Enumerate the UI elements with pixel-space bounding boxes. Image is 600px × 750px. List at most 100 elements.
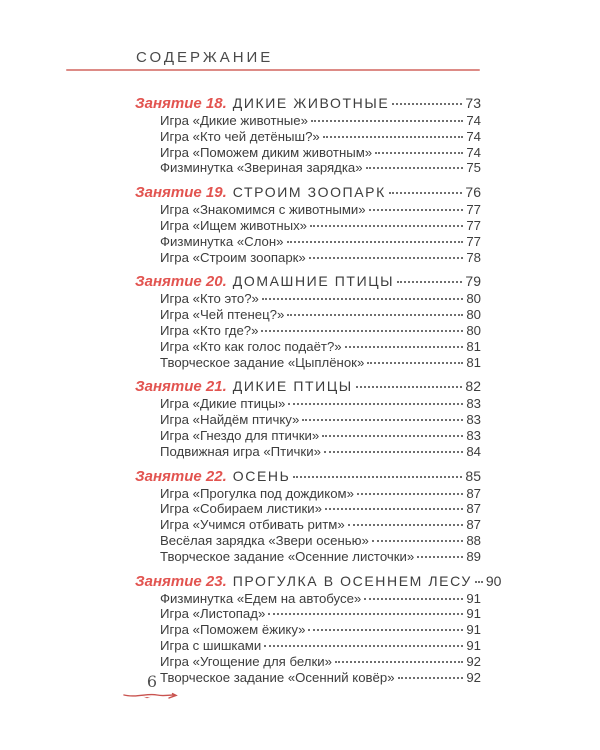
dotted-leader [286,240,464,243]
item-page-number: 88 [466,532,481,548]
section-label: Занятие 21. [135,378,227,396]
toc-item-row: Игра «Найдём птичку» 83 [135,412,481,428]
dotted-leader [371,539,464,542]
toc-item-row: Игра «Поможем диким животным» 74 [135,145,481,161]
item-label: Игра «Чей птенец?» [160,307,285,323]
item-page-number: 75 [466,160,481,176]
toc-item-row: Игра «Поможем ёжику» 91 [135,622,481,638]
section-label: Занятие 22. [135,467,227,485]
dotted-leader [288,403,464,406]
dotted-leader [364,597,464,600]
item-page-number: 83 [466,427,481,443]
dotted-leader [388,192,463,195]
item-label: Физминутка «Звериная зарядка» [160,160,363,176]
item-page-number: 91 [466,637,481,653]
toc-section-heading: Занятие 19. СТРОИМ ЗООПАРК 76 [135,183,481,202]
toc-item-row: Игра «Строим зоопарк» 78 [135,250,481,266]
item-page-number: 77 [466,217,481,233]
dotted-leader [368,209,464,212]
section-page-number: 73 [465,95,481,111]
dotted-leader [392,103,463,105]
item-page-number: 80 [466,291,481,307]
dotted-leader [264,644,464,647]
item-page-number: 80 [466,307,481,323]
section-page-number: 82 [465,378,481,395]
item-label: Игра «Собираем листики» [160,501,322,517]
item-label: Творческое задание «Осенние листочки» [160,548,415,564]
toc-item-row: Игра «Чей птенец?» 80 [135,307,481,323]
item-page-number: 84 [466,443,481,459]
toc-item-row: Физминутка «Звериная зарядка» 75 [135,160,481,176]
section-label: Занятие 23. [135,572,227,590]
dotted-leader [397,676,464,679]
item-label: Игра «Угощение для белки» [160,653,332,669]
folio: 6 [122,672,182,700]
item-label: Игра «Дикие животные» [160,113,308,128]
item-label: Подвижная игра «Птички» [160,443,321,459]
dotted-leader [302,419,464,422]
section-title: ДИКИЕ ПТИЦЫ [232,378,353,395]
dotted-leader [261,298,464,301]
section-title: ОСЕНЬ [232,467,291,484]
dotted-leader [322,434,464,437]
item-page-number: 87 [466,501,481,517]
item-label: Игра «Ищем животных» [160,217,308,233]
toc-item-row: Игра «Дикие птицы» 83 [135,396,481,412]
dotted-leader [287,314,464,317]
section-title: ПРОГУЛКА В ОСЕННЕМ ЛЕСУ [232,572,472,589]
item-label: Игра «Знакомимся с животными» [160,202,366,218]
toc-item-row: Подвижная игра «Птички» 84 [135,444,481,460]
item-page-number: 80 [466,322,481,338]
item-page-number: 83 [466,412,481,428]
dotted-leader [261,329,464,332]
dotted-leader [365,167,464,170]
item-label: Физминутка «Едем на автобусе» [160,590,362,606]
item-label: Физминутка «Слон» [160,233,284,249]
section-label: Занятие 20. [135,273,227,291]
toc-item-row: Игра «Ищем животных» 77 [135,218,481,234]
toc-item-row: Игра «Листопад» 91 [135,606,481,622]
item-label: Игра «Кто это?» [160,291,259,307]
dotted-leader [347,524,464,527]
toc-item-row: Творческое задание «Цыплёнок» 81 [135,355,481,371]
dotted-leader [293,475,463,478]
item-label: Творческое задание «Цыплёнок» [160,354,365,370]
item-label: Игра «Поможем ёжику» [160,622,306,638]
toc-section-heading: Занятие 20. ДОМАШНИЕ ПТИЦЫ 79 [135,272,481,291]
item-label: Весёлая зарядка «Звери осенью» [160,532,369,548]
dotted-leader [397,281,463,284]
item-label: Игра «Кто чей детёныш?» [160,128,320,144]
toc-item-row: Игра «Кто чей детёныш?» 74 [135,129,481,145]
dotted-leader [344,345,464,348]
item-label: Игра «Строим зоопарк» [160,249,306,265]
toc-list: Занятие 18. ДИКИЕ ЖИВОТНЫЕ 73 Игра «Дикие ж… [135,87,501,685]
toc-item-row: Физминутка «Едем на автобусе» 91 [135,591,481,607]
page-number-underline-swash [123,692,178,699]
page-title: СОДЕРЖАНИЕ [136,49,274,66]
toc-item-row: Игра «Угощение для белки» 92 [135,654,481,670]
toc-item-row: Игра «Кто как голос подаёт?» 81 [135,339,481,355]
item-label: Творческое задание «Осенний ковёр» [160,669,395,685]
toc-item-row: Игра «Собираем листики» 87 [135,501,481,517]
toc-section-heading: Занятие 21. ДИКИЕ ПТИЦЫ 82 [135,377,481,396]
item-page-number: 74 [466,113,481,128]
item-label: Игра «Гнездо для птички» [160,427,320,443]
item-label: Игра «Учимся отбивать ритм» [160,517,345,533]
section-page-number: 79 [465,273,481,290]
dotted-leader [417,555,464,558]
section-page-number: 85 [465,467,481,484]
item-page-number: 77 [466,202,481,218]
dotted-leader [325,508,464,511]
item-page-number: 92 [466,653,481,669]
dotted-leader [322,135,464,138]
item-page-number: 92 [466,669,481,685]
section-label: Занятие 19. [135,184,227,202]
toc-item-row: Игра «Кто это?» 80 [135,291,481,307]
dotted-leader [334,660,464,663]
toc-section-heading: Занятие 22. ОСЕНЬ 85 [135,467,481,486]
dotted-leader [310,120,464,122]
dotted-leader [310,224,464,227]
dotted-leader [268,613,464,616]
toc-item-row: Игра с шишками 91 [135,638,481,654]
item-label: Игра «Кто как голос подаёт?» [160,338,342,354]
